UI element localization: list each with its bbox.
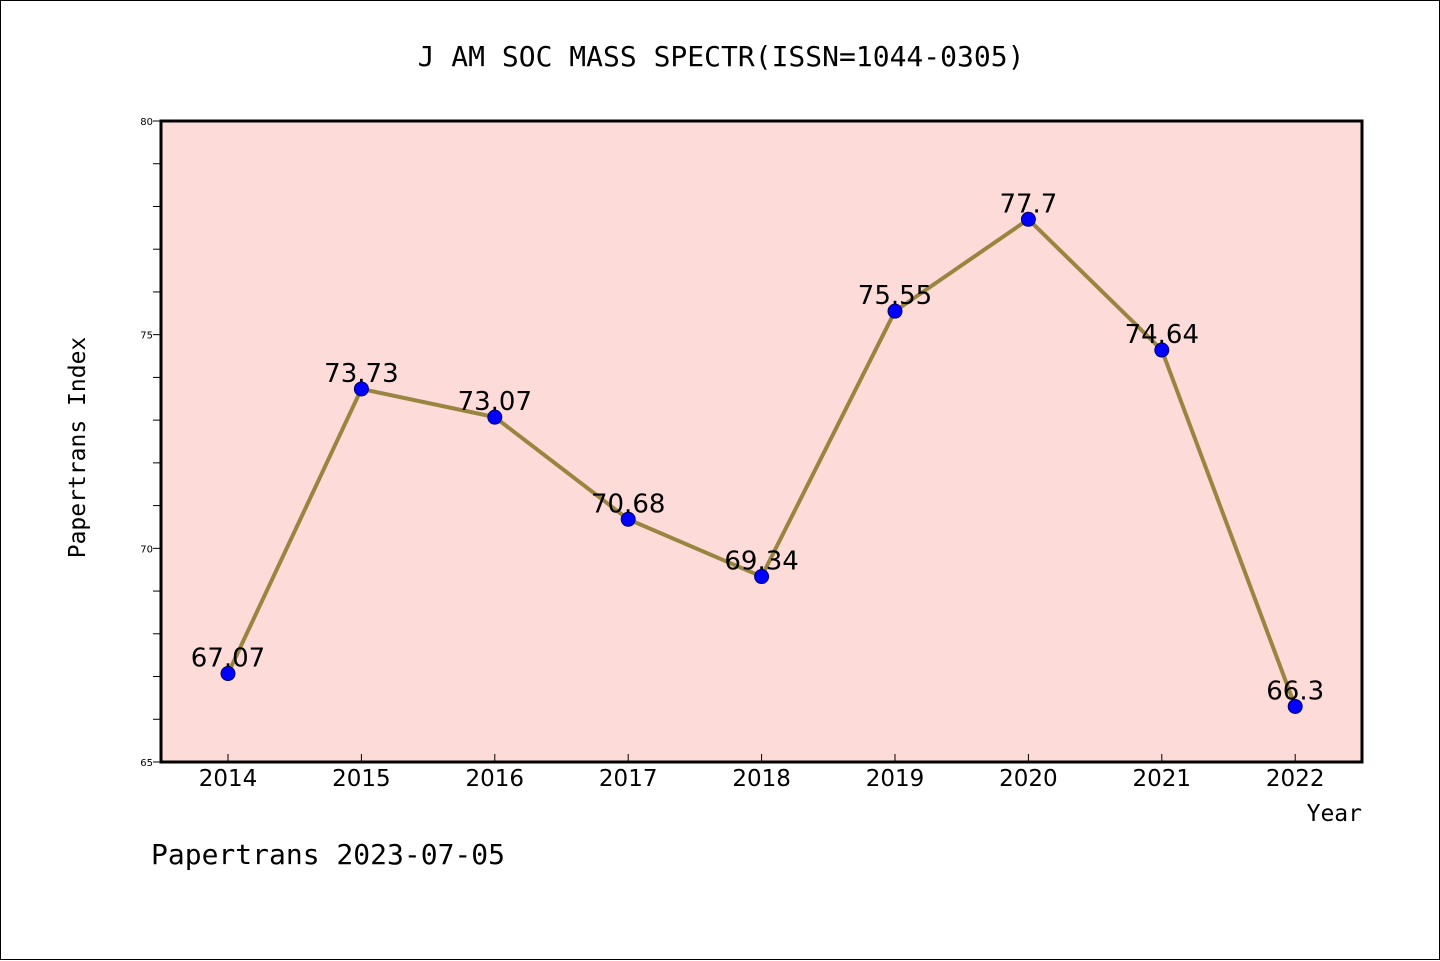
x-tick-label: 2016 xyxy=(466,766,525,792)
plot-border xyxy=(159,119,1364,764)
x-tick-label: 2021 xyxy=(1133,766,1192,792)
data-label: 69.34 xyxy=(724,547,798,577)
x-axis-title: Year xyxy=(1307,801,1362,827)
x-tick-label: 2019 xyxy=(866,766,925,792)
x-tick-label: 2022 xyxy=(1266,766,1325,792)
data-label: 70.68 xyxy=(591,489,665,519)
x-tick-label: 2017 xyxy=(599,766,658,792)
x-tick-label: 2018 xyxy=(732,766,791,792)
y-axis-title: Papertrans Index xyxy=(65,337,91,559)
x-tick-label: 2015 xyxy=(332,766,391,792)
data-label: 67.07 xyxy=(191,644,265,674)
series-markers xyxy=(220,211,1303,714)
data-point xyxy=(1154,342,1170,358)
data-point xyxy=(487,409,503,425)
data-point xyxy=(353,381,369,397)
y-tick-label: 70 xyxy=(140,544,153,555)
data-point xyxy=(220,666,236,682)
data-point xyxy=(754,569,770,585)
data-point xyxy=(887,303,903,319)
x-tick-label: 2014 xyxy=(199,766,258,792)
data-label: 74.64 xyxy=(1125,320,1199,350)
data-label: 77.7 xyxy=(999,189,1057,219)
plot-area xyxy=(161,121,1362,762)
data-label: 73.07 xyxy=(458,387,532,417)
footer-date-note: Papertrans 2023-07-05 xyxy=(151,838,506,871)
y-axis: 65 70 75 80 xyxy=(140,117,161,769)
data-point xyxy=(1287,698,1303,714)
data-labels: 67.07 73.73 73.07 70.68 69.34 75.55 77.7 74.64 6… xyxy=(191,189,1324,706)
chart-title: J AM SOC MASS SPECTR(ISSN=1044-0305) xyxy=(417,40,1025,73)
data-label: 66.3 xyxy=(1266,676,1324,706)
x-tick-label: 2020 xyxy=(999,766,1058,792)
data-point xyxy=(1020,211,1036,227)
data-point xyxy=(620,511,636,527)
y-tick-label: 75 xyxy=(140,331,153,342)
data-label: 73.73 xyxy=(324,359,398,389)
y-tick-label: 65 xyxy=(140,758,153,769)
data-label: 75.55 xyxy=(858,281,932,311)
y-tick-label: 80 xyxy=(140,117,153,128)
x-axis: 2014 2015 2016 2017 2018 2019 2020 2021 2022 xyxy=(199,754,1325,792)
